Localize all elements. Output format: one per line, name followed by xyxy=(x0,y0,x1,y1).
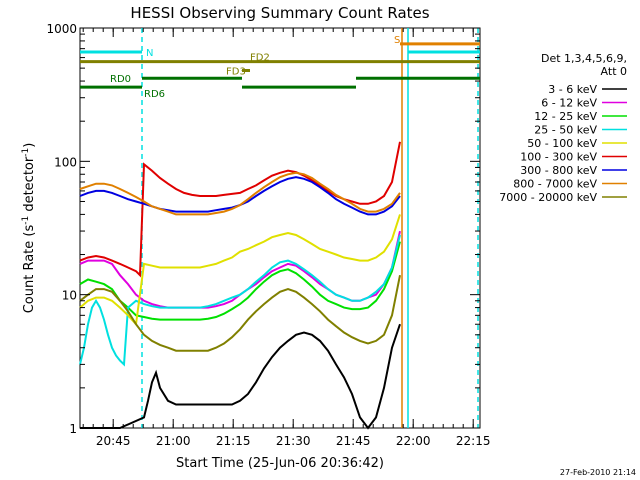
y-axis-label-sup1: -1 xyxy=(21,216,31,225)
flag-label: N xyxy=(146,48,153,59)
x-tick-label: 20:45 xyxy=(96,434,131,448)
series-line xyxy=(79,230,401,309)
flag-bars: N S FD2 FD3 RD0 RD6 xyxy=(80,35,480,100)
x-axis-ticks: 20:45 21:00 21:15 21:30 21:45 22:00 22:15 xyxy=(82,28,491,448)
flag-label: FD2 xyxy=(250,53,270,64)
timestamp: 27-Feb-2010 21:14 xyxy=(560,468,636,477)
plot-frame xyxy=(79,27,481,429)
y-axis-label-sup2: -1 xyxy=(21,148,31,157)
x-tick-label: 21:00 xyxy=(156,434,191,448)
legend-header-line2: Att 0 xyxy=(601,65,627,78)
flag-label: FD3 xyxy=(226,67,246,78)
legend-label: 25 - 50 keV xyxy=(534,124,597,137)
y-tick-label: 100 xyxy=(54,155,77,169)
x-tick-label: 21:45 xyxy=(336,434,371,448)
y-axis-label-main: Count Rate (s xyxy=(22,225,37,314)
series-line xyxy=(79,241,401,321)
series-line xyxy=(79,176,401,216)
x-tick-label: 22:00 xyxy=(396,434,431,448)
series-line xyxy=(79,171,401,216)
legend-label: 3 - 6 keV xyxy=(548,83,597,96)
chart-title: HESSI Observing Summary Count Rates xyxy=(130,4,429,22)
legend-label: 7000 - 20000 keV xyxy=(499,191,597,204)
legend-label: 800 - 7000 keV xyxy=(513,178,597,191)
legend-header-line1: Det 1,3,4,5,6,9, xyxy=(541,52,627,65)
y-tick-label: 10 xyxy=(62,289,77,303)
y-tick-label: 1000 xyxy=(46,22,77,36)
series-line xyxy=(80,323,401,430)
legend-label: 300 - 800 keV xyxy=(520,164,597,177)
legend-label: 100 - 300 keV xyxy=(520,151,597,164)
legend-label: 50 - 100 keV xyxy=(527,137,597,150)
y-axis-label-mid: detector xyxy=(22,156,37,216)
x-tick-label: 22:15 xyxy=(456,434,491,448)
plot-area: N S FD2 FD3 RD0 RD6 1 10 100 1000 20:45 21:00 21:1… xyxy=(46,22,490,448)
y-axis-ticks: 1 10 100 1000 xyxy=(46,22,480,436)
flag-label: S xyxy=(394,35,400,46)
y-axis-label-end: ) xyxy=(22,143,37,148)
series-line xyxy=(79,275,401,352)
series-lines xyxy=(79,141,401,430)
flag-label: RD6 xyxy=(144,89,165,100)
x-tick-label: 21:30 xyxy=(276,434,311,448)
legend-label: 6 - 12 keV xyxy=(541,97,597,110)
x-tick-label: 21:15 xyxy=(216,434,251,448)
flag-label: RD0 xyxy=(110,74,131,85)
x-axis-label: Start Time (25-Jun-06 20:36:42) xyxy=(176,456,384,471)
y-tick-label: 1 xyxy=(69,422,77,436)
series-line xyxy=(79,234,401,367)
legend-label: 12 - 25 keV xyxy=(534,110,597,123)
y-axis-label: Count Rate (s-1 detector-1) xyxy=(21,143,37,314)
